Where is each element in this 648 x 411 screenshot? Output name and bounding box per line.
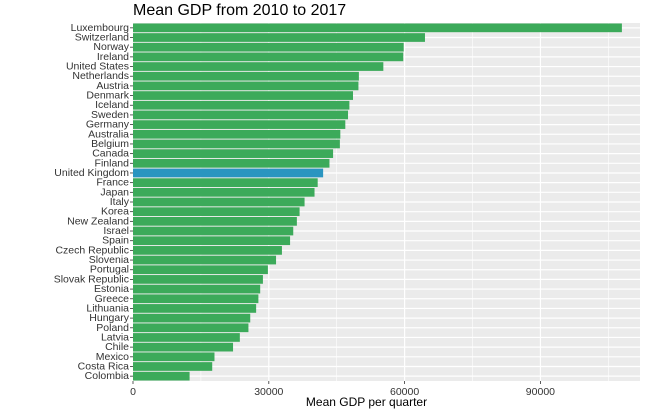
category-label: Norway bbox=[93, 41, 129, 53]
category-label: Lithuania bbox=[86, 302, 129, 314]
x-tick-label: 90000 bbox=[526, 386, 555, 398]
bar-mexico bbox=[133, 352, 215, 362]
bar-israel bbox=[133, 226, 294, 236]
bar-poland bbox=[133, 323, 249, 333]
category-label: Israel bbox=[103, 225, 129, 237]
bar-france bbox=[133, 178, 318, 188]
x-tick-label: 60000 bbox=[390, 386, 419, 398]
category-label: Estonia bbox=[94, 283, 129, 295]
bar-chile bbox=[133, 342, 234, 352]
bar-korea bbox=[133, 207, 300, 217]
x-tick-label: 30000 bbox=[254, 386, 283, 398]
x-axis-title: Mean GDP per quarter bbox=[306, 395, 427, 409]
category-label: France bbox=[96, 177, 129, 189]
category-labels: LuxembourgSwitzerlandNorwayIrelandUnited… bbox=[54, 22, 133, 382]
category-label: Mexico bbox=[96, 351, 129, 363]
bar-ireland bbox=[133, 52, 404, 62]
bar-italy bbox=[133, 197, 305, 207]
x-axis-ticks: 0 30000 60000 90000 bbox=[130, 381, 555, 398]
bar-united-states bbox=[133, 62, 384, 71]
category-label: Canada bbox=[92, 148, 129, 160]
bar-denmark bbox=[133, 91, 354, 100]
category-label: Austria bbox=[96, 80, 129, 92]
bar-norway bbox=[133, 42, 404, 52]
category-label: Germany bbox=[86, 119, 130, 131]
category-label: United States bbox=[66, 61, 129, 73]
category-label: United Kingdom bbox=[54, 167, 129, 179]
category-label: Greece bbox=[95, 293, 130, 305]
category-label: Czech Republic bbox=[55, 244, 129, 256]
bar-united-kingdom bbox=[133, 168, 324, 178]
category-label: Netherlands bbox=[72, 70, 129, 82]
bar-new-zealand bbox=[133, 216, 297, 226]
bar-slovenia bbox=[133, 255, 277, 265]
category-label: Ireland bbox=[97, 51, 129, 63]
category-label: Hungary bbox=[89, 312, 129, 324]
category-label: Italy bbox=[110, 196, 130, 208]
category-label: Belgium bbox=[91, 138, 129, 150]
bar-netherlands bbox=[133, 71, 359, 81]
category-label: Sweden bbox=[91, 109, 129, 121]
bar-lithuania bbox=[133, 304, 257, 313]
bar-colombia bbox=[133, 371, 190, 381]
category-label: Denmark bbox=[86, 90, 129, 102]
category-label: New Zealand bbox=[67, 215, 129, 227]
bar-canada bbox=[133, 149, 334, 158]
category-label: Korea bbox=[101, 206, 129, 218]
bar-iceland bbox=[133, 100, 350, 110]
bar-greece bbox=[133, 294, 259, 304]
bar-japan bbox=[133, 187, 315, 197]
category-label: Portugal bbox=[90, 264, 129, 276]
category-label: Latvia bbox=[101, 331, 129, 343]
bar-luxembourg bbox=[133, 23, 622, 33]
bar-belgium bbox=[133, 139, 340, 149]
bar-switzerland bbox=[133, 33, 425, 42]
category-label: Slovenia bbox=[89, 254, 129, 266]
chart-title: Mean GDP from 2010 to 2017 bbox=[133, 2, 347, 19]
x-tick-label: 0 bbox=[130, 386, 136, 398]
bar-spain bbox=[133, 236, 291, 246]
bar-hungary bbox=[133, 313, 251, 323]
bar-finland bbox=[133, 158, 330, 168]
category-label: Japan bbox=[100, 186, 129, 198]
bar-latvia bbox=[133, 333, 240, 342]
category-label: Slovak Republic bbox=[54, 273, 129, 285]
bar-czech-republic bbox=[133, 246, 282, 255]
bar-slovak-republic bbox=[133, 275, 263, 284]
category-label: Luxembourg bbox=[71, 22, 130, 34]
category-label: Australia bbox=[88, 128, 129, 140]
category-label: Iceland bbox=[95, 99, 129, 111]
bar-sweden bbox=[133, 110, 349, 120]
category-label: Finland bbox=[95, 157, 130, 169]
category-label: Spain bbox=[102, 235, 129, 247]
category-label: Chile bbox=[105, 341, 129, 353]
bar-portugal bbox=[133, 265, 268, 275]
category-label: Switzerland bbox=[75, 32, 129, 44]
bar-australia bbox=[133, 129, 341, 139]
category-label: Costa Rica bbox=[78, 360, 130, 372]
category-label: Poland bbox=[96, 322, 129, 334]
bar-germany bbox=[133, 120, 346, 129]
bar-estonia bbox=[133, 284, 261, 294]
category-label: Colombia bbox=[85, 370, 130, 382]
bars bbox=[133, 23, 622, 381]
bar-austria bbox=[133, 81, 359, 91]
bar-costa-rica bbox=[133, 362, 213, 371]
